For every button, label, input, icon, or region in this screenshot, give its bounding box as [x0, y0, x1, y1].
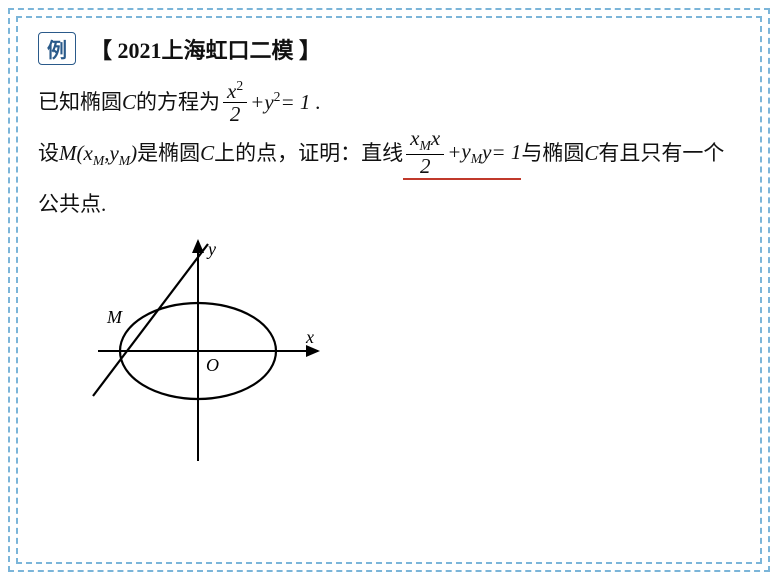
svg-text:M: M — [106, 307, 123, 327]
svg-text:x: x — [305, 327, 314, 347]
underlined-equation: xMx 2 + yM y = 1 — [403, 127, 521, 180]
y: y — [461, 139, 470, 163]
sup-2: 2 — [274, 89, 281, 104]
paren-open: ( — [77, 131, 84, 175]
text: 是椭圆 — [137, 131, 200, 175]
problem-line-3: 公共点. — [38, 182, 740, 226]
text: 设 — [38, 131, 59, 175]
var-y: y — [264, 90, 273, 114]
problem-title: 【 2021上海虹口二模 】 — [90, 33, 321, 65]
inner-dashed-border: 例 【 2021上海虹口二模 】 已知椭圆 C 的方程为 x2 2 + y2 =… — [16, 16, 762, 564]
var-C: C — [200, 131, 214, 175]
text: 上的点，证明：直线 — [214, 131, 403, 175]
svg-text:O: O — [206, 355, 219, 375]
y: y — [482, 130, 491, 174]
eq-tail: = 1 — [491, 130, 521, 174]
numerator-x: x — [227, 79, 236, 103]
outer-dashed-border: 例 【 2021上海虹口二模 】 已知椭圆 C 的方程为 x2 2 + y2 =… — [8, 8, 770, 572]
plus: + — [447, 130, 461, 174]
text: 已知椭圆 — [38, 80, 122, 124]
var-C: C — [584, 131, 598, 175]
x: x — [431, 126, 440, 150]
plus: + — [250, 80, 264, 124]
header-row: 例 【 2021上海虹口二模 】 — [38, 32, 740, 65]
var-M: M — [59, 131, 77, 175]
denominator: 2 — [416, 155, 435, 177]
diagram: M Ox y — [88, 236, 740, 471]
sub-M: M — [93, 153, 104, 168]
x: x — [410, 126, 419, 150]
problem-line-1: 已知椭圆 C 的方程为 x2 2 + y2 = 1 . — [38, 79, 740, 125]
paren-close: ) — [130, 131, 137, 175]
text: 与椭圆 — [521, 131, 584, 175]
sub-M: M — [471, 152, 482, 167]
sub-M: M — [119, 153, 130, 168]
var-C: C — [122, 80, 136, 124]
text: 的方程为 — [136, 80, 220, 124]
denominator: 2 — [226, 103, 245, 125]
fraction: xMx 2 — [406, 127, 444, 177]
eq-tail: = 1 . — [281, 80, 321, 124]
problem-line-2: 设 M ( xM , yM ) 是椭圆 C 上的点，证明：直线 xMx 2 + … — [38, 127, 740, 180]
svg-text:y: y — [206, 239, 216, 259]
text: 有且只有一个 — [598, 131, 724, 175]
sup-2: 2 — [236, 78, 243, 93]
text: 公共点. — [38, 182, 106, 226]
ellipse-diagram-svg: M Ox y — [88, 236, 328, 466]
sub-M: M — [420, 138, 431, 153]
y: y — [109, 141, 118, 165]
x: x — [84, 141, 93, 165]
fraction: x2 2 — [223, 79, 247, 125]
example-badge: 例 — [38, 32, 76, 65]
